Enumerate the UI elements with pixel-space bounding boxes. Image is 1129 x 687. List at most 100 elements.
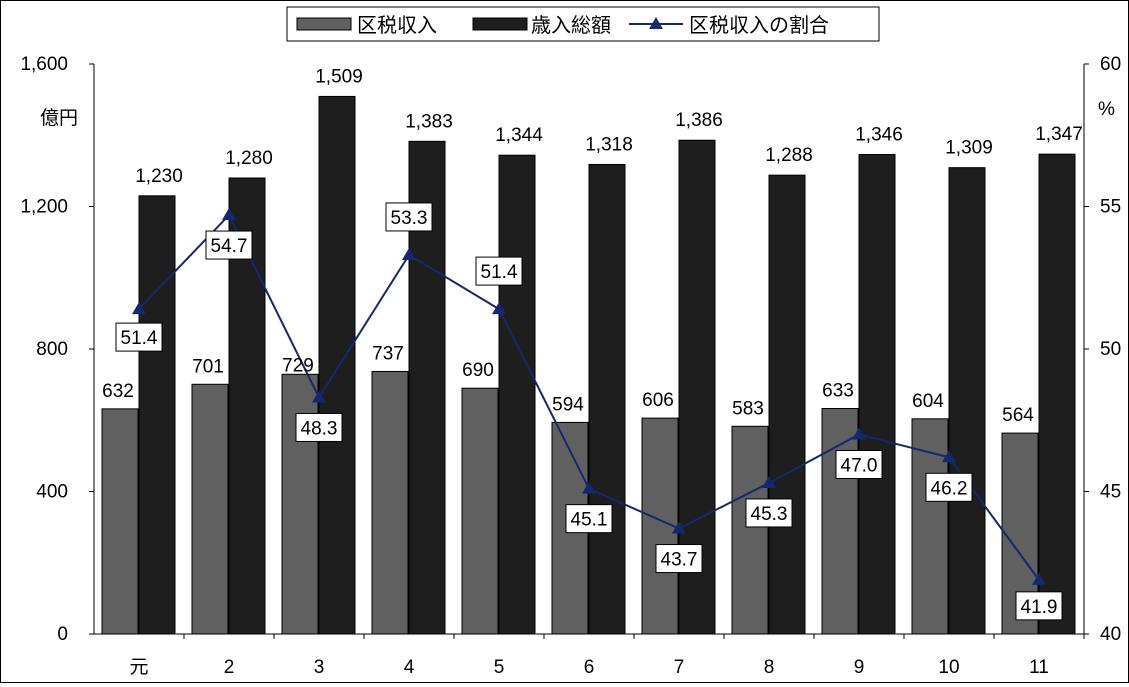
legend-label-ratio: 区税収入の割合	[689, 14, 829, 37]
bar-value-label-total: 1,318	[585, 134, 633, 155]
bar-tax-revenue	[731, 425, 769, 635]
bar-value-label-tax: 594	[552, 394, 584, 415]
bar-value-label-total: 1,347	[1035, 124, 1083, 145]
bar-value-label-total: 1,309	[945, 138, 993, 159]
bar-value-label-total: 1,383	[405, 111, 453, 132]
ratio-marker	[672, 521, 686, 534]
ratio-label-box	[925, 472, 973, 502]
ratio-value-label: 51.4	[121, 328, 158, 349]
legend-label-total: 歳入総額	[531, 14, 611, 37]
bar-total-revenue	[1038, 153, 1076, 635]
right-tick-label: 45	[1100, 482, 1121, 503]
ratio-marker	[852, 427, 866, 440]
x-tick-label: 4	[404, 657, 415, 678]
ratio-value-label: 46.2	[931, 478, 968, 499]
bar-tax-revenue	[821, 407, 859, 635]
bar-value-label-tax: 606	[642, 390, 674, 411]
bar-tax-revenue	[371, 370, 409, 635]
ratio-value-label: 45.1	[571, 510, 608, 531]
bar-value-label-total: 1,344	[495, 125, 543, 146]
bar-value-label-total: 1,346	[855, 124, 903, 145]
bar-value-label-tax: 690	[462, 360, 494, 381]
right-tick-label: 60	[1100, 54, 1121, 75]
ratio-marker	[942, 450, 956, 463]
bars-layer	[101, 95, 1076, 635]
left-tick-label: 400	[36, 482, 68, 503]
bar-value-label-total: 1,288	[765, 145, 813, 166]
bar-value-label-tax: 729	[282, 355, 314, 376]
x-tick-label: 10	[938, 657, 959, 678]
ratio-value-label: 54.7	[211, 236, 248, 257]
x-tick-label: 3	[314, 657, 325, 678]
ratio-label-box	[1015, 591, 1063, 621]
ratio-marker	[762, 475, 776, 488]
bar-value-label-tax: 564	[1002, 405, 1034, 426]
ratio-value-label: 53.3	[391, 208, 428, 229]
ratio-label-box	[295, 412, 343, 442]
x-tick-label: 元	[129, 657, 148, 678]
x-tick-label: 8	[764, 657, 775, 678]
ratio-label-box	[205, 230, 253, 260]
bar-total-revenue	[138, 195, 176, 635]
data-labels-layer: 632 1,230 701 1,280 729 1,509 737 1,383 690 1,344…	[102, 66, 1083, 621]
ratio-label-box	[835, 450, 883, 479]
ratio-value-label: 47.0	[841, 456, 878, 477]
bar-tax-revenue	[101, 408, 139, 635]
left-tick-label: 1,200	[20, 197, 68, 218]
legend-label-tax: 区税収入	[357, 14, 437, 37]
bar-value-label-total: 1,230	[135, 166, 183, 187]
bar-tax-revenue	[191, 383, 229, 635]
left-tick-label: 0	[57, 624, 68, 645]
ratio-marker	[582, 481, 596, 494]
ratio-marker	[402, 247, 416, 260]
bar-total-revenue	[858, 153, 896, 635]
legend-marker-ratio	[649, 17, 663, 29]
ratio-line-layer	[132, 208, 1046, 585]
ratio-marker	[222, 208, 236, 221]
bar-value-label-tax: 633	[822, 380, 854, 401]
ratio-value-label: 41.9	[1021, 597, 1058, 618]
left-tick-label: 800	[36, 339, 68, 360]
right-tick-label: 40	[1100, 624, 1121, 645]
ratio-marker	[132, 302, 146, 315]
bar-value-label-tax: 737	[372, 343, 404, 364]
ratio-marker	[312, 390, 326, 403]
bar-total-revenue	[318, 95, 356, 635]
ratio-value-label: 48.3	[301, 418, 338, 439]
ratio-label-box	[745, 498, 793, 528]
ratio-label-box	[385, 202, 433, 232]
bar-total-revenue	[948, 167, 986, 635]
bar-value-label-total: 1,509	[315, 66, 363, 87]
bar-total-revenue	[768, 174, 806, 635]
ratio-label-box	[475, 256, 523, 286]
ratio-label-box	[655, 544, 703, 574]
x-tick-label: 7	[674, 657, 685, 678]
bar-value-label-tax: 583	[732, 398, 764, 419]
ratio-value-label: 51.4	[481, 262, 518, 283]
x-tick-label: 2	[224, 657, 235, 678]
legend: 区税収入 歳入総額 区税収入の割合	[286, 6, 880, 42]
left-axis-unit: 億円	[40, 107, 78, 129]
ratio-label-box	[565, 504, 613, 534]
legend-box	[286, 6, 880, 42]
x-tick-label: 9	[854, 657, 865, 678]
bar-value-label-tax: 701	[192, 356, 224, 377]
bar-value-label-tax: 604	[912, 391, 944, 412]
bar-value-label-total: 1,280	[225, 148, 273, 169]
bar-tax-revenue	[911, 418, 949, 635]
bar-total-revenue	[498, 154, 536, 635]
bar-value-label-total: 1,386	[675, 110, 723, 131]
ratio-label-box	[115, 322, 163, 352]
bar-total-revenue	[588, 163, 626, 635]
x-tick-label: 11	[1029, 657, 1049, 678]
x-tick-label: 5	[494, 657, 505, 678]
ratio-value-label: 43.7	[661, 550, 698, 571]
ratio-value-label: 45.3	[751, 504, 788, 525]
bar-tax-revenue	[461, 387, 499, 635]
left-tick-label: 1,600	[20, 54, 68, 75]
legend-swatch-tax	[296, 17, 352, 31]
right-axis-unit: %	[1098, 99, 1115, 120]
